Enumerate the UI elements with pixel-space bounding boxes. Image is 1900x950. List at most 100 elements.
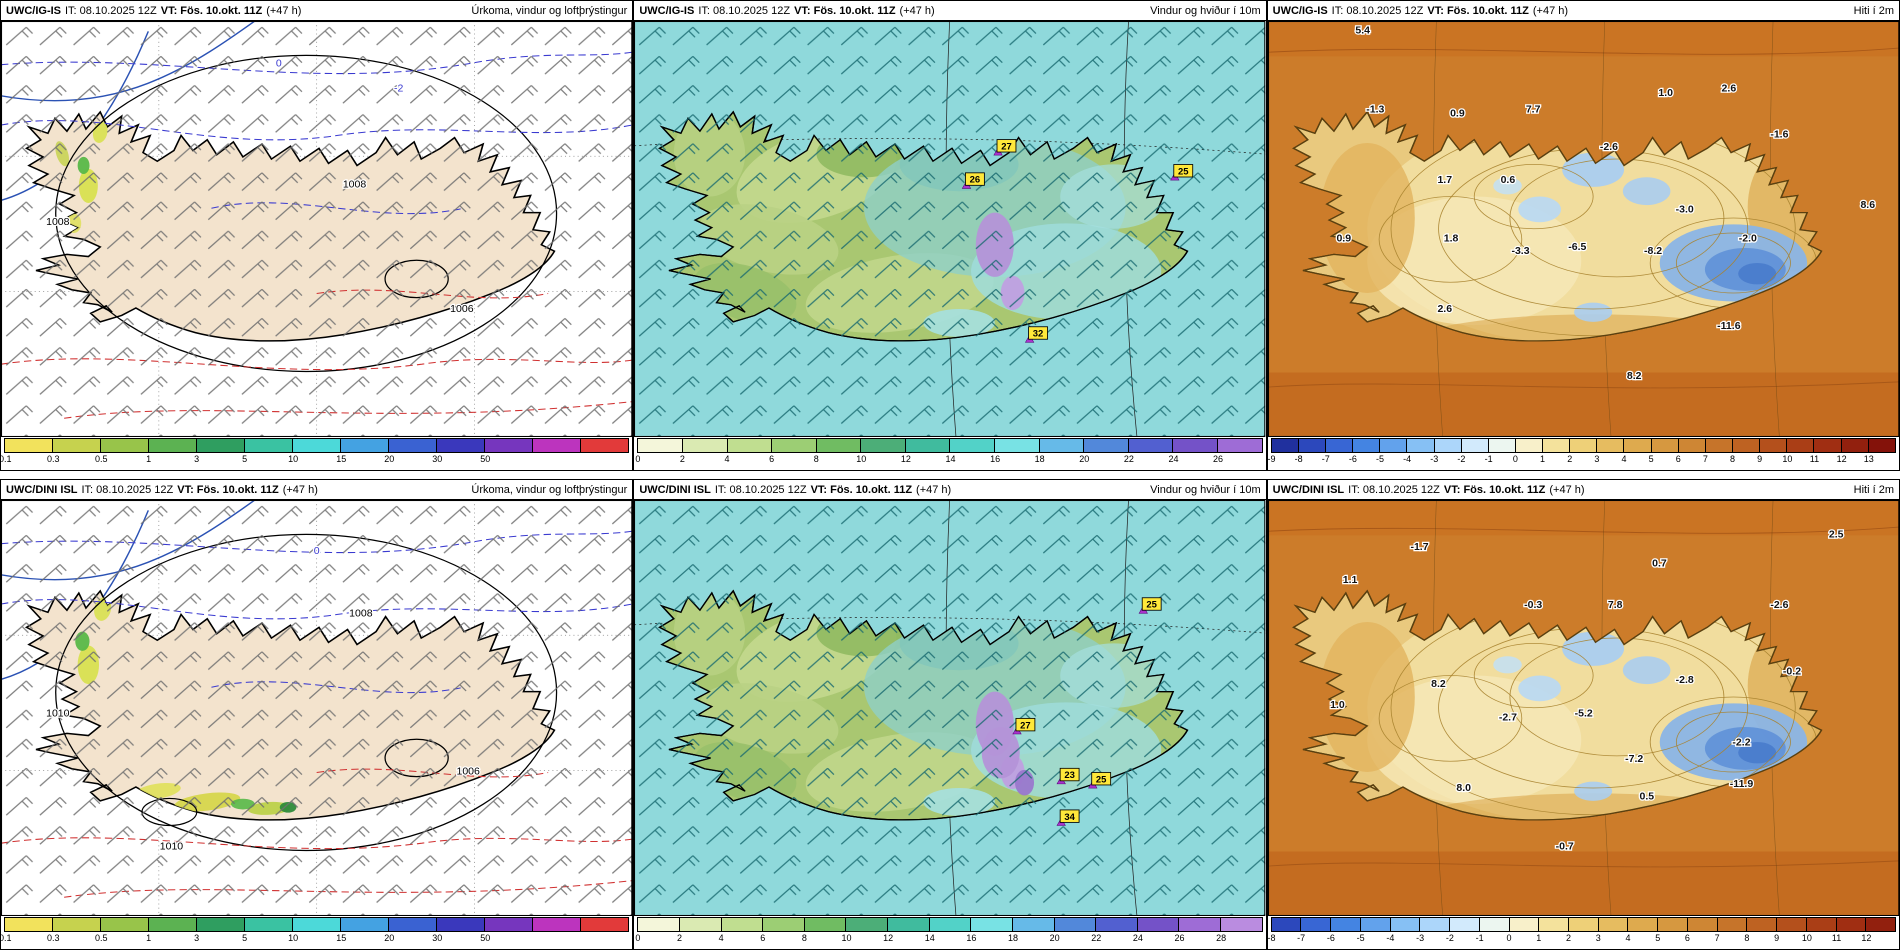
colorbar-segment: 1 bbox=[146, 918, 198, 943]
colorbar-segment: 4 bbox=[1625, 918, 1659, 943]
field-blob bbox=[1517, 675, 1561, 702]
svg-text:27: 27 bbox=[1020, 719, 1031, 730]
temperature-label: 0.5 bbox=[1639, 792, 1654, 803]
colorbar-tick-label: -3 bbox=[1430, 454, 1439, 464]
colorbar-tick-label: 7 bbox=[1702, 454, 1708, 464]
colorbar-tick-label: 12 bbox=[1836, 454, 1847, 464]
colorbar-tick-label: 16 bbox=[990, 454, 1001, 464]
colorbar-temp-dini: -8 -7 -6 -5 -4 -3 -2 -1 0 1 2 3 4 5 6 7 8 9 10 11 12 bbox=[1267, 916, 1899, 949]
colorbar-segment: 0 bbox=[635, 918, 680, 943]
colorbar-segment: 0.3 bbox=[47, 439, 102, 464]
colorbar-bar: -8 -7 -6 -5 -4 -3 -2 -1 0 1 2 3 4 5 6 7 8 9 10 11 12 bbox=[1267, 917, 1896, 943]
temperature-label: -2.0 bbox=[1738, 234, 1756, 245]
colorbar-segment: 7 bbox=[1703, 439, 1734, 464]
colorbar-tick-label: -8 bbox=[1294, 454, 1303, 464]
colorbar-segment bbox=[581, 918, 629, 931]
colorbar-segment: 6 bbox=[1676, 439, 1706, 464]
colorbar-tick-label: 5 bbox=[1655, 933, 1661, 943]
colorbar-segment: 18 bbox=[1008, 918, 1055, 943]
colorbar-tick-label: 15 bbox=[336, 933, 347, 943]
variable-name: Úrkoma, vindur og loftþrýstingur bbox=[471, 483, 628, 496]
temperature-label: 0.9 bbox=[1336, 234, 1351, 245]
temperature-label: -8.2 bbox=[1644, 246, 1662, 257]
temperature-label: 1.0 bbox=[1658, 88, 1673, 99]
lead-time: (+47 h) bbox=[266, 4, 302, 17]
colorbar-segment: 5 bbox=[1649, 439, 1679, 464]
map-svg: 5.4 -1.3 0.9 7.7 -2.6 1.0 2.6 -1.6 1.7 0.6 -3.0 -2.… bbox=[1267, 21, 1899, 437]
colorbar-segment: 24 bbox=[1168, 439, 1219, 464]
colorbar-tick-label: -2 bbox=[1445, 933, 1454, 943]
colorbar-segment: 18 bbox=[1035, 439, 1085, 464]
temperature-label: 0.7 bbox=[1652, 559, 1667, 570]
colorbar-segment: 6 bbox=[769, 439, 817, 464]
colorbar-tick-label: 2 bbox=[676, 933, 682, 943]
colorbar-segment: 20 bbox=[1079, 439, 1129, 464]
panel-precip-igis: UWC/IG-IS IT: 08.10.2025 12Z VT: Fös. 10.o… bbox=[0, 0, 634, 471]
colorbar-precip-dini: 0.1 0.3 0.5 1 3 5 10 15 20 30 50 bbox=[0, 916, 633, 949]
pressure-label: 0 bbox=[276, 59, 282, 70]
colorbar-tick-label: 10 bbox=[841, 933, 852, 943]
variable-name: Hiti í 2m bbox=[1853, 4, 1894, 17]
valid-time: VT: Fös. 10.okt. 11Z bbox=[177, 483, 279, 496]
svg-text:23: 23 bbox=[1065, 769, 1076, 780]
colorbar-segment: -5 bbox=[1376, 439, 1408, 464]
temperature-label: 0.9 bbox=[1450, 109, 1465, 120]
colorbar-wind-igis: 0 2 4 6 8 10 12 14 16 18 20 22 24 26 bbox=[634, 437, 1266, 470]
run-info: UWC/IG-IS IT: 08.10.2025 12Z VT: Fös. 10.o… bbox=[6, 5, 305, 17]
variable-name: Vindur og hviður í 10m bbox=[1150, 483, 1261, 496]
colorbar-tick-label: 24 bbox=[1168, 454, 1179, 464]
colorbar-segment: 0.1 bbox=[0, 918, 54, 943]
colorbar-tick-label: 3 bbox=[1595, 933, 1601, 943]
colorbar-segment: 5 bbox=[1655, 918, 1688, 943]
svg-text:25: 25 bbox=[1147, 599, 1158, 610]
map-frame bbox=[634, 500, 1266, 916]
temperature-label: 2.5 bbox=[1829, 529, 1844, 540]
field-blob bbox=[1573, 781, 1612, 801]
pressure-label: 1008 bbox=[349, 609, 373, 620]
map-frame bbox=[1, 500, 633, 916]
colorbar-segment: 0.1 bbox=[0, 439, 54, 464]
wind-barbs-layer bbox=[1, 500, 633, 916]
colorbar-tick-label: -6 bbox=[1326, 933, 1335, 943]
colorbar-tick-label: 20 bbox=[384, 454, 395, 464]
colorbar-tick-label: 16 bbox=[966, 933, 977, 943]
map-frame bbox=[1267, 21, 1899, 437]
colorbar-tick-label: 6 bbox=[760, 933, 766, 943]
colorbar-tick-label: 3 bbox=[194, 454, 200, 464]
colorbar-tick-label: 12 bbox=[900, 454, 911, 464]
colorbar-segment: -6 bbox=[1349, 439, 1381, 464]
colorbar-segment: 1 bbox=[1536, 918, 1569, 943]
colorbar-temp-igis: -9 -8 -7 -6 -5 -4 -3 -2 -1 0 1 2 3 4 5 6 7 8 9 10 11 12 13 bbox=[1267, 437, 1899, 470]
colorbar-segment: -5 bbox=[1357, 918, 1391, 943]
map-precip-igis: 1008 1008 1006 -2 0 bbox=[1, 21, 633, 437]
temperature-label: -1.3 bbox=[1366, 105, 1384, 116]
colorbar-segment: 22 bbox=[1124, 439, 1174, 464]
colorbar-tick-label: 6 bbox=[1675, 454, 1681, 464]
field-blob bbox=[1561, 152, 1624, 187]
wind-barbs-layer bbox=[634, 21, 1266, 437]
colorbar-segment: 1 bbox=[146, 439, 198, 464]
colorbar-segment: -4 bbox=[1403, 439, 1435, 464]
gust-max-label: 23 bbox=[1056, 767, 1080, 785]
run-info: UWC/IG-IS IT: 08.10.2025 12Z VT: Fös. 10.o… bbox=[1273, 5, 1572, 17]
colorbar-segment: 20 bbox=[384, 918, 438, 943]
colorbar-segment bbox=[533, 918, 582, 931]
map-temp-dini: -1.7 2.5 1.1 0.7 -0.3 7.8 -2.6 8.2 -2.8 -0.2 1.0 -2… bbox=[1267, 500, 1899, 916]
colorbar-segment: 12 bbox=[883, 918, 930, 943]
colorbar-tick-label: 0.1 bbox=[0, 933, 12, 943]
variable-name: Hiti í 2m bbox=[1853, 483, 1894, 496]
lead-time: (+47 h) bbox=[1549, 483, 1585, 496]
colorbar-segment: 30 bbox=[432, 439, 486, 464]
colorbar-segment: 10 bbox=[856, 439, 906, 464]
colorbar-tick-label: -5 bbox=[1376, 454, 1385, 464]
colorbar-tick-label: 14 bbox=[945, 454, 956, 464]
temperature-label: 2.6 bbox=[1437, 304, 1452, 315]
colorbar-segment: 8 bbox=[814, 439, 862, 464]
colorbar-segment: 12 bbox=[1861, 918, 1896, 943]
map-frame bbox=[1, 21, 633, 437]
colorbar-segment: -1 bbox=[1476, 918, 1510, 943]
colorbar-tick-label: -5 bbox=[1356, 933, 1365, 943]
field-blob bbox=[1573, 302, 1612, 322]
colorbar-tick-label: 1 bbox=[146, 454, 152, 464]
